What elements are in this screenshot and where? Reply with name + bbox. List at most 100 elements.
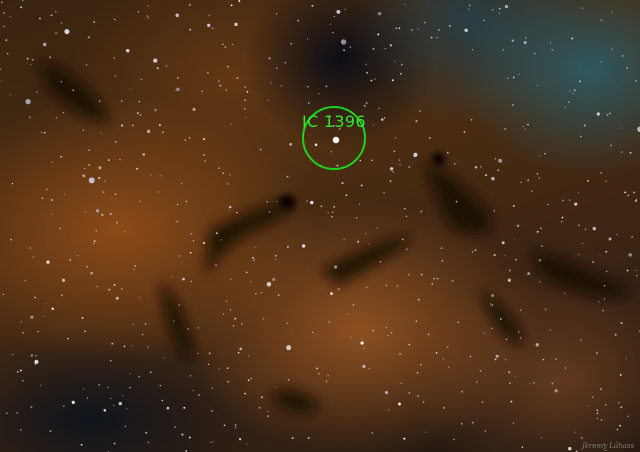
- star: [461, 390, 463, 393]
- star: [291, 437, 294, 440]
- star: [126, 49, 130, 53]
- star: [85, 64, 88, 66]
- star: [250, 377, 253, 380]
- star: [16, 370, 19, 373]
- star: [229, 309, 232, 311]
- star: [429, 137, 431, 139]
- star: [111, 342, 114, 345]
- star: [549, 329, 551, 331]
- star: [110, 397, 112, 399]
- star: [376, 227, 378, 229]
- star: [587, 405, 589, 407]
- star: [360, 184, 363, 187]
- star: [366, 286, 368, 288]
- star: [120, 124, 124, 127]
- star: [390, 331, 393, 334]
- star: [226, 183, 229, 185]
- star: [606, 270, 608, 273]
- star: [136, 167, 139, 170]
- star: [20, 320, 23, 323]
- star: [268, 211, 271, 213]
- star: [176, 87, 180, 91]
- star: [297, 19, 300, 22]
- star: [564, 367, 567, 369]
- star: [189, 251, 192, 254]
- star: [504, 4, 509, 9]
- star: [365, 232, 367, 234]
- star: [396, 285, 399, 287]
- star: [333, 15, 336, 18]
- star: [80, 443, 83, 446]
- star: [534, 52, 536, 55]
- star: [147, 346, 149, 348]
- star: [132, 323, 134, 325]
- star: [586, 179, 589, 182]
- star: [527, 123, 529, 126]
- star: [435, 352, 438, 354]
- star: [146, 15, 148, 17]
- star: [471, 250, 474, 253]
- star: [333, 205, 336, 208]
- star: [181, 433, 184, 436]
- star: [226, 65, 229, 68]
- star: [133, 268, 135, 270]
- star: [176, 203, 179, 206]
- star: [512, 104, 514, 106]
- star: [98, 177, 101, 179]
- star: [413, 152, 418, 157]
- star: [596, 417, 599, 420]
- star: [355, 216, 358, 219]
- star: [87, 36, 90, 39]
- star: [320, 205, 323, 208]
- star: [616, 441, 618, 443]
- star: [472, 49, 474, 51]
- star: [605, 449, 607, 451]
- star: [129, 373, 131, 375]
- star: [174, 426, 177, 428]
- star: [519, 337, 522, 339]
- star: [400, 382, 403, 385]
- star: [350, 336, 352, 338]
- star: [243, 107, 246, 110]
- star: [162, 131, 164, 134]
- star: [573, 257, 575, 259]
- star: [634, 199, 637, 203]
- star: [330, 292, 333, 295]
- star: [175, 89, 177, 91]
- star: [379, 260, 382, 263]
- star: [20, 429, 22, 431]
- star: [420, 210, 423, 213]
- star: [609, 112, 611, 115]
- star: [340, 39, 347, 45]
- star: [244, 392, 246, 395]
- star: [457, 321, 459, 323]
- star: [451, 279, 454, 282]
- star: [190, 280, 193, 283]
- star: [93, 240, 96, 242]
- star: [197, 326, 200, 329]
- star: [469, 355, 472, 358]
- star: [625, 357, 627, 359]
- star: [43, 315, 45, 318]
- star: [343, 49, 346, 52]
- star: [210, 441, 212, 444]
- star: [30, 406, 33, 409]
- star: [470, 119, 473, 121]
- star: [627, 415, 630, 417]
- star: [616, 428, 619, 431]
- star: [189, 28, 192, 31]
- star: [394, 60, 396, 62]
- star: [474, 249, 477, 251]
- star: [61, 278, 66, 282]
- star: [187, 328, 189, 330]
- star: [192, 107, 196, 111]
- star: [430, 36, 433, 39]
- star: [144, 323, 147, 325]
- star: [406, 248, 408, 251]
- star: [234, 424, 237, 426]
- star: [124, 425, 127, 428]
- star: [225, 300, 228, 303]
- star: [417, 298, 420, 301]
- star: [126, 408, 128, 410]
